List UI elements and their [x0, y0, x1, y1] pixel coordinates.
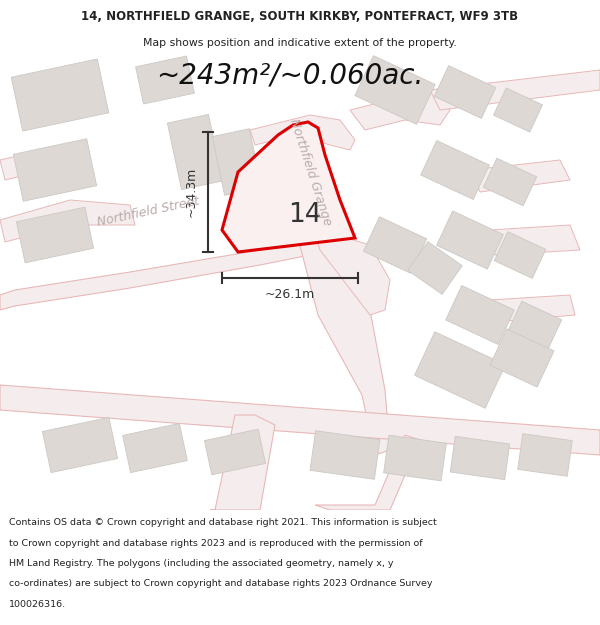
Polygon shape	[205, 429, 266, 475]
Polygon shape	[350, 90, 450, 130]
Polygon shape	[310, 431, 380, 479]
Text: Northfield Grange: Northfield Grange	[287, 117, 334, 227]
Polygon shape	[355, 56, 435, 124]
Polygon shape	[16, 207, 94, 263]
Polygon shape	[434, 66, 496, 118]
Text: to Crown copyright and database rights 2023 and is reproduced with the permissio: to Crown copyright and database rights 2…	[9, 539, 422, 548]
Polygon shape	[295, 225, 390, 455]
Polygon shape	[415, 332, 505, 408]
Polygon shape	[430, 70, 600, 110]
Polygon shape	[250, 115, 355, 150]
Polygon shape	[315, 230, 390, 315]
Text: Map shows position and indicative extent of the property.: Map shows position and indicative extent…	[143, 38, 457, 48]
Text: 14: 14	[288, 202, 322, 228]
Polygon shape	[0, 240, 315, 310]
Polygon shape	[490, 225, 580, 255]
Text: ~243m²/~0.060ac.: ~243m²/~0.060ac.	[157, 62, 424, 90]
Text: 14, NORTHFIELD GRANGE, SOUTH KIRKBY, PONTEFRACT, WF9 3TB: 14, NORTHFIELD GRANGE, SOUTH KIRKBY, PON…	[82, 10, 518, 23]
Polygon shape	[11, 59, 109, 131]
Polygon shape	[0, 385, 600, 455]
Text: Contains OS data © Crown copyright and database right 2021. This information is : Contains OS data © Crown copyright and d…	[9, 518, 437, 527]
Text: co-ordinates) are subject to Crown copyright and database rights 2023 Ordnance S: co-ordinates) are subject to Crown copyr…	[9, 579, 433, 589]
Polygon shape	[483, 158, 537, 206]
Text: ~34.3m: ~34.3m	[185, 167, 198, 217]
Polygon shape	[13, 139, 97, 201]
Polygon shape	[421, 141, 490, 199]
Polygon shape	[43, 418, 118, 472]
Polygon shape	[136, 56, 194, 104]
Polygon shape	[364, 217, 427, 273]
Text: 100026316.: 100026316.	[9, 600, 66, 609]
Polygon shape	[470, 160, 570, 192]
Polygon shape	[408, 242, 462, 294]
Polygon shape	[0, 200, 135, 242]
Text: ~26.1m: ~26.1m	[265, 288, 315, 301]
Polygon shape	[0, 140, 90, 180]
Polygon shape	[167, 114, 223, 189]
Polygon shape	[446, 286, 514, 344]
Polygon shape	[490, 329, 554, 387]
Polygon shape	[494, 232, 546, 278]
Polygon shape	[212, 129, 262, 195]
Polygon shape	[450, 436, 510, 479]
Polygon shape	[518, 434, 572, 476]
Polygon shape	[490, 295, 575, 322]
Polygon shape	[222, 122, 355, 252]
Polygon shape	[122, 423, 187, 472]
Polygon shape	[437, 211, 503, 269]
Polygon shape	[508, 301, 562, 349]
Polygon shape	[315, 435, 420, 510]
Polygon shape	[383, 435, 446, 481]
Text: HM Land Registry. The polygons (including the associated geometry, namely x, y: HM Land Registry. The polygons (includin…	[9, 559, 394, 568]
Polygon shape	[210, 415, 275, 510]
Text: Northfield Street: Northfield Street	[96, 195, 200, 229]
Polygon shape	[494, 88, 542, 132]
